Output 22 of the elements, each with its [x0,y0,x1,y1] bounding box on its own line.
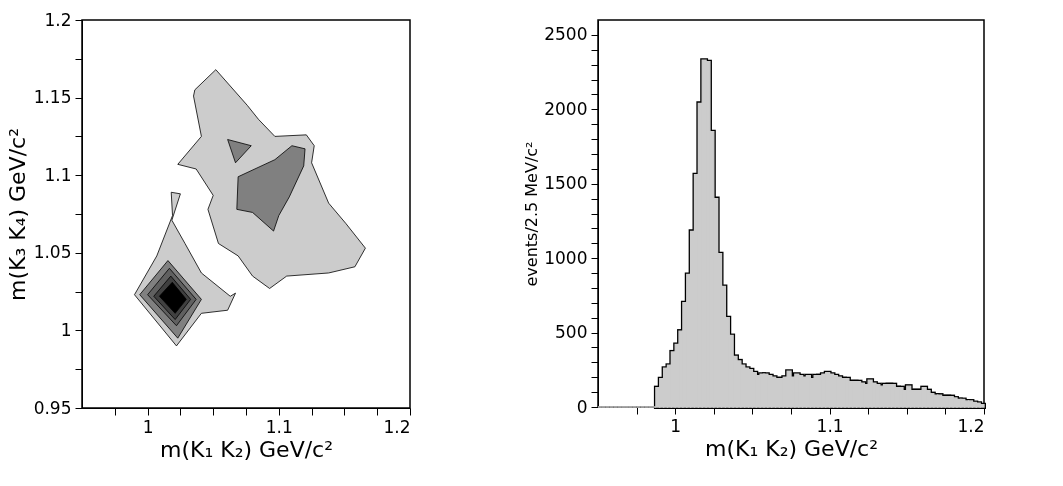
y-tick-label: 0 [576,396,588,417]
y-tick-label: 0.95 [33,397,72,418]
y-tick-label: 1.15 [33,87,72,108]
y-tick-label: 1.2 [44,9,72,30]
y-axis-title: events/2.5 MeV/c² [522,141,542,287]
y-tick-label: 1.1 [44,164,72,185]
x-tick-label: 1.1 [816,415,844,436]
x-axis-title: m(K₁ K₂) GeV/c² [704,435,879,461]
y-tick-label: 1500 [544,173,588,194]
y-tick-label: 1000 [544,247,588,268]
y-tick-label: 1 [60,319,72,340]
x-axis-title: m(K₁ K₂) GeV/c² [159,436,334,462]
y-tick-label: 2000 [544,98,588,119]
x-tick-label: 1 [670,415,682,436]
x-tick-label: 1.1 [265,416,293,437]
y-axis-title: m(K₃ K₄) GeV/c² [4,127,30,302]
y-tick-label: 500 [555,322,588,343]
x-tick-label: 1 [142,416,154,437]
y-tick-label: 2500 [544,24,588,45]
y-tick-label: 1.05 [33,242,72,263]
x-tick-label: 1.2 [957,415,985,436]
x-tick-label: 1.2 [383,416,411,437]
